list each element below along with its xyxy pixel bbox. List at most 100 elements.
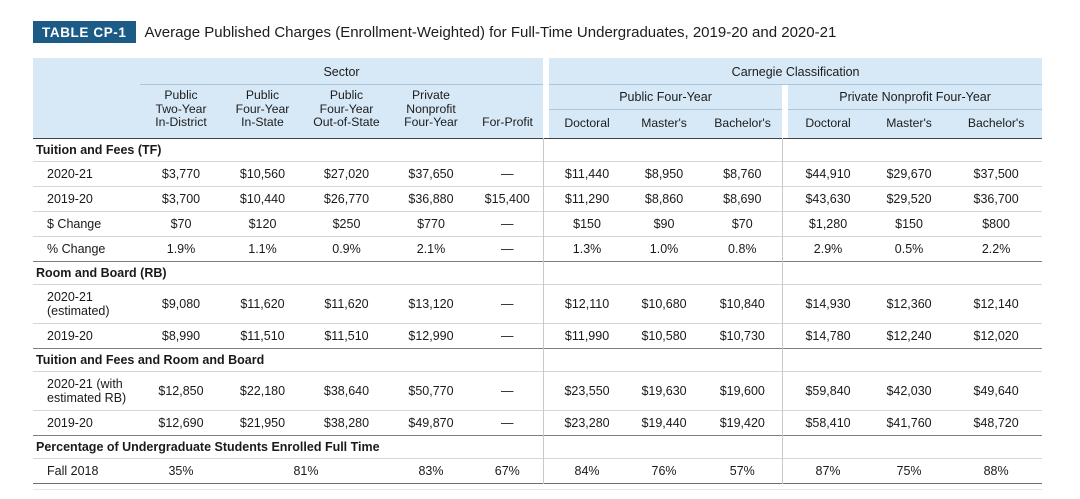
cell: 1.0%: [649, 241, 679, 256]
row-label: Fall 2018: [47, 463, 99, 478]
column-divider: [542, 186, 550, 211]
cell: $15,400: [484, 191, 530, 206]
cell: —: [501, 328, 514, 343]
cell: 57%: [729, 463, 755, 478]
cell: $59,840: [805, 383, 851, 398]
cell: $23,280: [564, 415, 610, 430]
column-divider: [781, 138, 789, 161]
column-divider: [542, 161, 550, 186]
section-row: Tuition and Fees (TF): [33, 138, 1043, 161]
cell: $29,670: [886, 166, 932, 181]
section-empty: [549, 348, 782, 371]
cell: $9,080: [161, 296, 201, 311]
cell: $38,280: [323, 415, 370, 430]
cell: $22,180: [239, 383, 286, 398]
cell: $11,620: [240, 296, 285, 311]
table-header: Sector Carnegie Classification Public Two-…: [33, 58, 1043, 138]
cell: $70: [170, 216, 192, 231]
section-title: Percentage of Undergraduate Students Enr…: [36, 439, 380, 454]
column-divider: [542, 236, 550, 261]
column-header-carnegie-0-2: Bachelor's: [703, 109, 783, 138]
table-row: 2019-20 $8,990 $11,510 $11,510 $12,990 — $11,9…: [33, 323, 1043, 348]
column-header-carnegie-1-0: Doctoral: [788, 109, 869, 138]
table-row: 2019-20 $12,690 $21,950 $38,280 $49,870 — $23,…: [33, 410, 1043, 435]
cell: $250: [332, 216, 361, 231]
cell: $23,550: [564, 383, 610, 398]
cell: $11,290: [564, 191, 610, 206]
cell: $48,720: [973, 415, 1019, 430]
column-divider: [781, 284, 789, 323]
column-divider: [781, 371, 789, 410]
section-empty: [549, 435, 782, 458]
table-row: 2020-21 (with estimated RB) $12,850 $22,18…: [33, 371, 1043, 410]
cell: $8,950: [644, 166, 684, 181]
table-row: Fall 2018 35% 81% 83% 67% 84% 76% 57% 87% 75% 88%: [33, 458, 1043, 483]
cell: $10,560: [239, 166, 286, 181]
header-group-row: Sector Carnegie Classification: [33, 58, 1043, 138]
cell: $12,360: [886, 296, 932, 311]
cell: —: [501, 415, 514, 430]
cell: $120: [248, 216, 277, 231]
cell: $770: [417, 216, 445, 231]
table-row: 2020-21 $3,770 $10,560 $27,020 $37,650 — $11,4…: [33, 161, 1043, 186]
cell: $41,760: [886, 415, 932, 430]
cell: 35%: [168, 463, 194, 478]
section-row: Room and Board (RB): [33, 261, 1043, 284]
table-number-badge: TABLE CP-1: [33, 21, 136, 43]
section-title: Room and Board (RB): [36, 265, 167, 280]
cell: —: [501, 216, 514, 231]
cell: $50,770: [408, 383, 454, 398]
cell: 84%: [574, 463, 600, 478]
cell: $19,630: [641, 383, 687, 398]
cell: $38,640: [323, 383, 370, 398]
table-title-bar: TABLE CP-1 Average Published Charges (En…: [33, 21, 836, 43]
cell: $10,730: [719, 328, 765, 343]
section-empty: [549, 261, 782, 284]
cell: 2.9%: [813, 241, 843, 256]
cell: $26,770: [323, 191, 370, 206]
column-header-sector-2: Public Four-Year Out-of-State: [303, 84, 390, 138]
column-divider: [542, 435, 550, 458]
column-divider: [781, 348, 789, 371]
cell: —: [501, 296, 514, 311]
column-divider: [542, 348, 550, 371]
subgroup-header-public: Public Four-Year: [549, 84, 783, 110]
cell: $12,850: [158, 383, 204, 398]
cell: $29,520: [886, 191, 932, 206]
cell: $14,930: [805, 296, 851, 311]
cell: $3,700: [161, 191, 201, 206]
table-title: Average Published Charges (Enrollment-We…: [144, 23, 837, 41]
cell: $12,020: [973, 328, 1019, 343]
cell: 2.2%: [981, 241, 1011, 256]
cell: 81%: [293, 463, 319, 478]
header-gap: [543, 58, 550, 138]
column-divider: [781, 186, 789, 211]
table-body: Tuition and Fees (TF) 2020-21 $3,770 $10,56…: [33, 138, 1043, 483]
cell: 0.9%: [332, 241, 361, 256]
cell: $10,680: [641, 296, 687, 311]
section-empty: [788, 261, 1042, 284]
cell: $8,760: [723, 166, 762, 181]
section-empty: [549, 138, 782, 161]
cell: $10,440: [239, 191, 286, 206]
column-divider: [781, 435, 789, 458]
row-label: 2019-20: [47, 415, 93, 430]
cell: $43,630: [805, 191, 851, 206]
bottom-rule: [33, 489, 1042, 490]
column-divider: [781, 211, 789, 236]
cell: $150: [895, 216, 923, 231]
column-divider: [542, 410, 550, 435]
column-divider: [542, 261, 550, 284]
row-label: 2019-20: [47, 328, 93, 343]
cell: $11,510: [240, 328, 285, 343]
row-label: 2020-21 (estimated): [47, 289, 110, 318]
cell: 75%: [896, 463, 922, 478]
cell: $150: [573, 216, 601, 231]
cell: 67%: [494, 463, 520, 478]
cell: $12,990: [408, 328, 454, 343]
cell: $8,860: [644, 191, 684, 206]
cell: $13,120: [408, 296, 454, 311]
column-header-sector-0: Public Two-Year In-District: [140, 84, 222, 138]
cell: 87%: [815, 463, 841, 478]
